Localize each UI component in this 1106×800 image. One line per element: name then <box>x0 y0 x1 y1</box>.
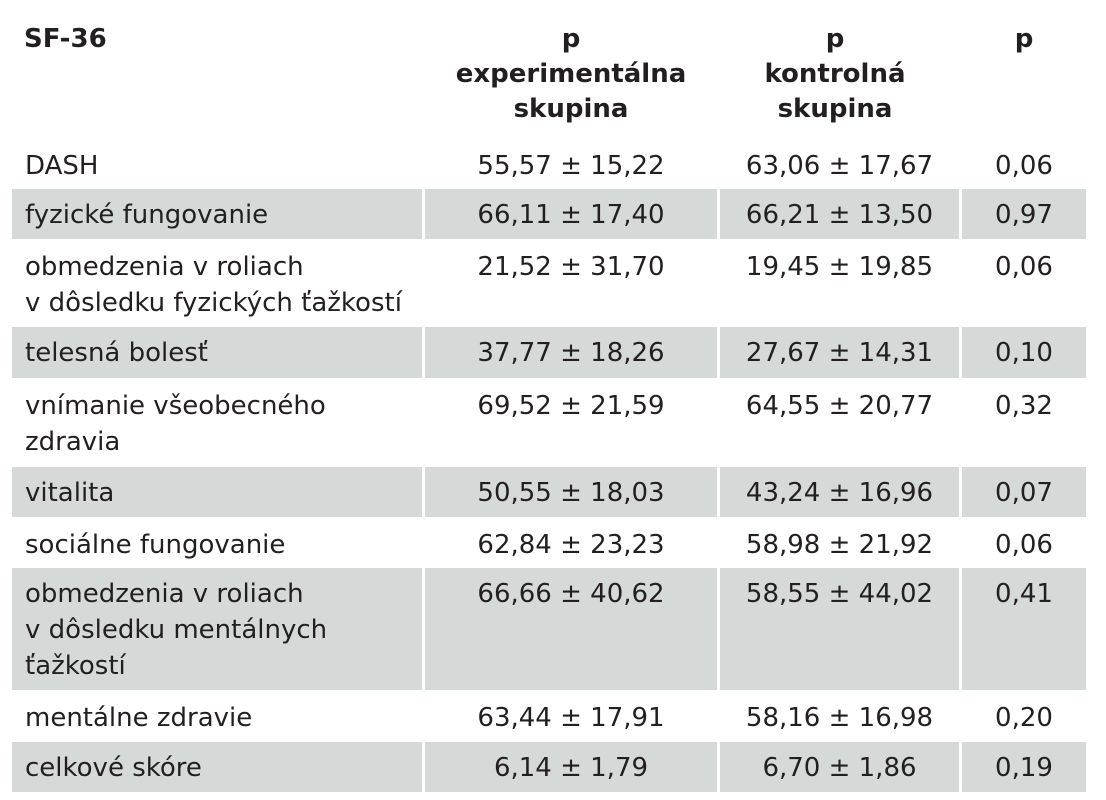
header-control-line: skupina <box>777 94 893 124</box>
table-row: sociálne fungovanie 62,84 ± 23,23 58,98 … <box>0 519 1106 566</box>
row-experimental: 50,55 ± 18,03 <box>425 467 717 517</box>
row-experimental: 66,11 ± 17,40 <box>425 189 717 239</box>
table-row: obmedzenia v roliach v dôsledku mentálny… <box>0 568 1106 690</box>
row-p: 0,19 <box>962 742 1086 792</box>
row-control: 58,16 ± 16,98 <box>745 703 934 733</box>
row-control: 43,24 ± 16,96 <box>720 467 959 517</box>
row-p: 0,10 <box>962 327 1086 378</box>
row-label: obmedzenia v roliach v dôsledku fyzickýc… <box>25 252 402 318</box>
table-row: vnímanie všeobecného zdravia 69,52 ± 21,… <box>0 380 1106 465</box>
header-experimental-line: skupina <box>513 94 629 124</box>
row-p: 0,41 <box>962 568 1086 690</box>
header-experimental-line: experimentálna <box>455 59 687 89</box>
row-experimental: 55,57 ± 15,22 <box>477 151 665 181</box>
row-p: 0,97 <box>962 189 1086 239</box>
row-p: 0,07 <box>962 467 1086 517</box>
table-row: celkové skóre 6,14 ± 1,79 6,70 ± 1,86 0,… <box>0 742 1106 792</box>
header-control-line: kontrolná <box>764 59 906 89</box>
row-control: 58,98 ± 21,92 <box>745 530 934 560</box>
header-control: p kontrolná skupina <box>712 22 958 127</box>
row-control: 66,21 ± 13,50 <box>720 189 959 239</box>
row-label: vitalita <box>12 467 422 517</box>
row-label: telesná bolesť <box>12 327 422 378</box>
row-experimental: 37,77 ± 18,26 <box>425 327 717 378</box>
row-control: 19,45 ± 19,85 <box>745 252 934 282</box>
table-row: fyzické fungovanie 66,11 ± 17,40 66,21 ±… <box>0 189 1106 239</box>
row-control: 6,70 ± 1,86 <box>720 742 959 792</box>
row-p: 0,06 <box>995 252 1053 282</box>
table-row: mentálne zdravie 63,44 ± 17,91 58,16 ± 1… <box>0 692 1106 740</box>
header-label: SF-36 <box>24 24 107 54</box>
row-control: 63,06 ± 17,67 <box>745 151 934 181</box>
row-control: 58,55 ± 44,02 <box>720 568 959 690</box>
row-experimental: 21,52 ± 31,70 <box>477 252 665 282</box>
header-control-line: p <box>825 24 845 54</box>
row-label: vnímanie všeobecného zdravia <box>25 391 326 457</box>
table-row: telesná bolesť 37,77 ± 18,26 27,67 ± 14,… <box>0 327 1106 378</box>
row-label: fyzické fungovanie <box>12 189 422 239</box>
row-p: 0,06 <box>995 530 1053 560</box>
row-p: 0,06 <box>995 151 1053 181</box>
row-experimental: 63,44 ± 17,91 <box>477 703 665 733</box>
row-experimental: 62,84 ± 23,23 <box>477 530 665 560</box>
header-experimental-line: p <box>561 24 581 54</box>
header-p: p <box>1014 24 1034 54</box>
row-control: 27,67 ± 14,31 <box>720 327 959 378</box>
row-p: 0,32 <box>995 391 1053 421</box>
row-experimental: 6,14 ± 1,79 <box>425 742 717 792</box>
row-experimental: 66,66 ± 40,62 <box>425 568 717 690</box>
row-label: sociálne fungovanie <box>25 530 286 560</box>
row-label: DASH <box>25 151 99 181</box>
table-row: DASH 55,57 ± 15,22 63,06 ± 17,67 0,06 <box>0 140 1106 187</box>
row-label: obmedzenia v roliach v dôsledku mentálny… <box>12 568 422 690</box>
header-experimental: p experimentálna skupina <box>425 22 717 127</box>
table-header: SF-36 p experimentálna skupina p kontrol… <box>0 0 1106 140</box>
table-row: vitalita 50,55 ± 18,03 43,24 ± 16,96 0,0… <box>0 467 1106 517</box>
row-label: celkové skóre <box>12 742 422 792</box>
row-control: 64,55 ± 20,77 <box>745 391 934 421</box>
row-p: 0,20 <box>995 703 1053 733</box>
row-experimental: 69,52 ± 21,59 <box>477 391 665 421</box>
row-label: mentálne zdravie <box>25 703 253 733</box>
table-row: obmedzenia v roliach v dôsledku fyzickýc… <box>0 241 1106 325</box>
